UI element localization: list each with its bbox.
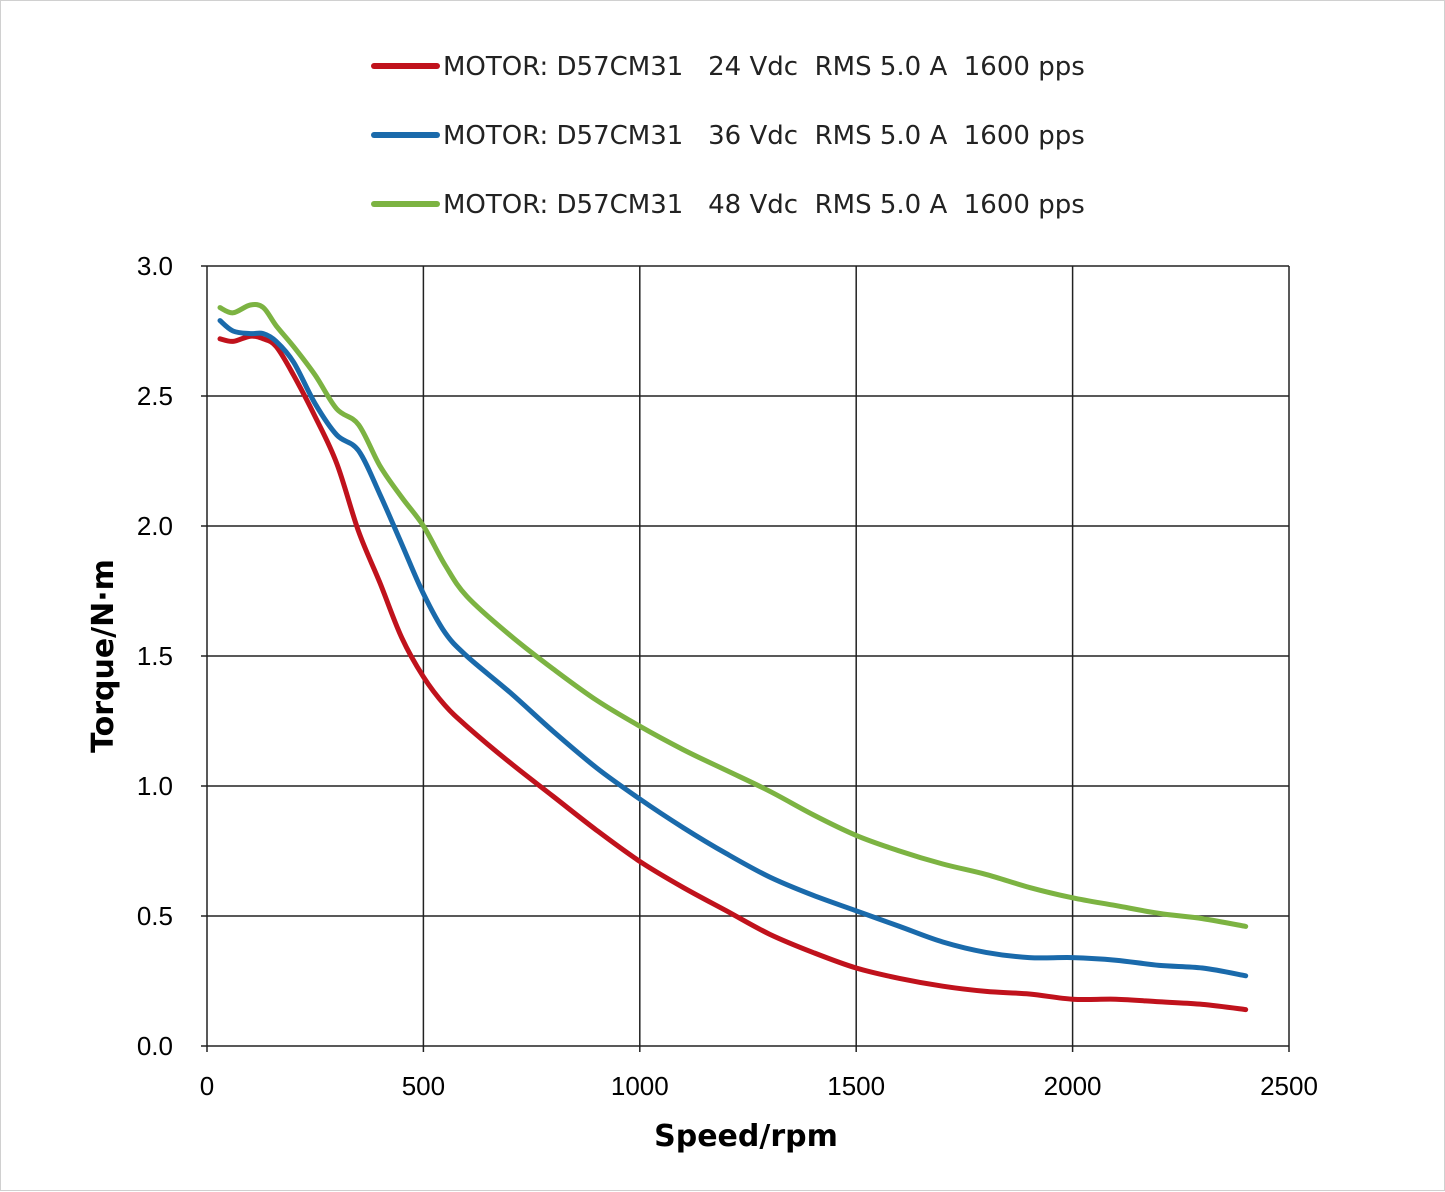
x-tick-label: 2000 [1044, 1071, 1102, 1101]
series-lines [217, 302, 1249, 1013]
y-tick-label: 2.0 [137, 511, 173, 541]
y-axis-ticks: 0.0 0.5 1.0 1.5 2.0 2.5 3.0 [137, 251, 173, 1061]
legend: MOTOR: D57CM31 24 Vdc RMS 5.0 A 1600 pps… [371, 52, 1085, 220]
y-tick-label: 1.0 [137, 771, 173, 801]
y-tick-label: 0.0 [137, 1031, 173, 1061]
x-tick-label: 1000 [611, 1071, 669, 1101]
x-tick-label: 0 [200, 1071, 214, 1101]
series-line-2 [217, 318, 1249, 979]
x-axis-title: Speed/rpm [654, 1119, 838, 1154]
series-line-1 [217, 333, 1249, 1013]
y-axis-title: Torque/N·m [86, 559, 121, 753]
x-tick-label: 500 [402, 1071, 445, 1101]
x-tick-label: 1500 [827, 1071, 885, 1101]
y-tick-label: 2.5 [137, 381, 173, 411]
legend-label-1: MOTOR: D57CM31 24 Vdc RMS 5.0 A 1600 pps [443, 52, 1085, 82]
series-line-3 [217, 302, 1249, 929]
y-tick-label: 3.0 [137, 251, 173, 281]
x-tick-label: 2500 [1260, 1071, 1318, 1101]
x-axis-ticks: 0 500 1000 1500 2000 2500 [200, 1071, 1318, 1101]
legend-label-2: MOTOR: D57CM31 36 Vdc RMS 5.0 A 1600 pps [443, 121, 1085, 151]
y-tick-label: 0.5 [137, 901, 173, 931]
y-tick-label: 1.5 [137, 641, 173, 671]
legend-label-3: MOTOR: D57CM31 48 Vdc RMS 5.0 A 1600 pps [443, 190, 1085, 220]
grid [201, 265, 1290, 1052]
